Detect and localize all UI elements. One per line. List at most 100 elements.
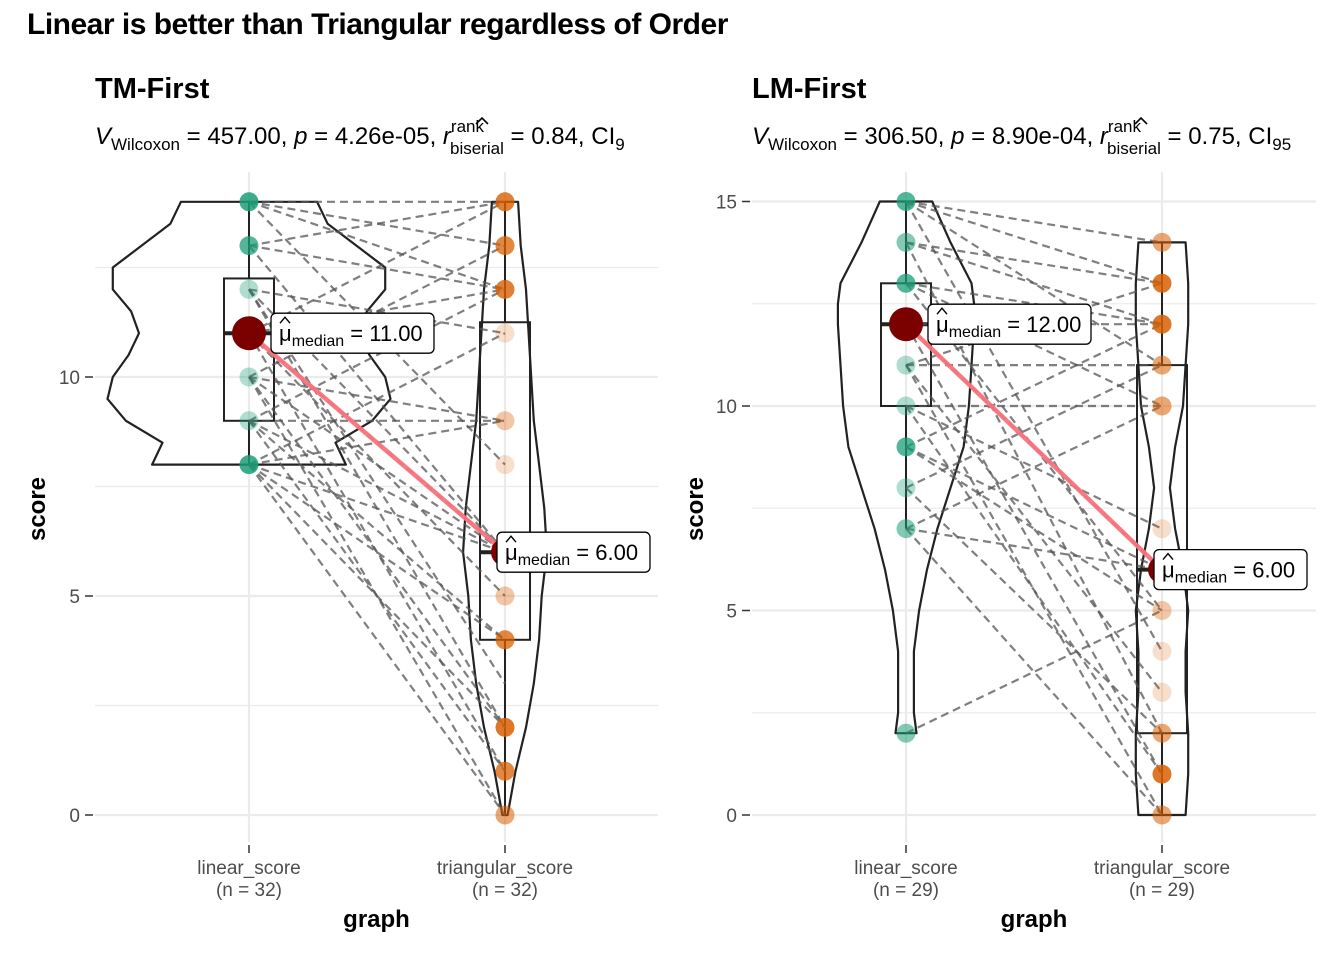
x-tick-label: triangular_score — [437, 858, 573, 879]
p-value: 8.90e-04 — [992, 123, 1087, 150]
paired-line — [905, 282, 1163, 326]
x-tick-label: triangular_score — [1094, 858, 1230, 879]
median-value: = 12.00 — [1001, 312, 1081, 337]
paired-line — [248, 288, 506, 335]
equals-sign: = — [180, 123, 207, 150]
mu-subscript: median — [1175, 570, 1227, 587]
violin-outline-triangular — [1134, 241, 1190, 817]
data-point — [239, 411, 259, 431]
median-label: μmedian = 12.00 — [927, 303, 1092, 345]
figure-title: Linear is better than Triangular regardl… — [27, 8, 728, 41]
paired-line — [248, 463, 506, 729]
ci-subscript: 9 — [615, 135, 624, 154]
data-point — [1152, 601, 1172, 620]
violin-outline-linear — [836, 200, 976, 735]
median-label-text: μmedian = 12.00 — [936, 312, 1081, 341]
y-axis-label: score — [682, 477, 709, 541]
data-point — [495, 192, 515, 212]
paired-line — [248, 200, 506, 335]
paired-line — [905, 241, 1163, 285]
paired-line — [248, 375, 506, 422]
data-point — [1152, 396, 1172, 416]
y-tick-label: 5 — [726, 602, 737, 623]
paired-lines — [905, 200, 1163, 816]
violin-outline-triangular — [462, 200, 548, 817]
equals-sign: = — [307, 123, 334, 150]
data-point — [495, 717, 515, 737]
mu-symbol: μ — [279, 321, 292, 346]
comma: , — [578, 123, 591, 150]
paired-line — [905, 241, 1163, 326]
effect-subscript: biserial — [450, 139, 504, 158]
stat-value: 457.00 — [207, 123, 280, 150]
x-tick-n-label: (n = 32) — [472, 880, 538, 901]
grid — [752, 172, 1316, 842]
data-point — [239, 236, 259, 256]
data-point — [495, 411, 515, 431]
mu-hat — [1162, 552, 1174, 561]
data-point — [896, 723, 916, 743]
effect-value: 0.84 — [531, 123, 578, 150]
paired-line — [905, 200, 1163, 652]
data-point — [896, 355, 916, 375]
data-point — [239, 367, 259, 387]
p-symbol: p — [293, 123, 307, 150]
p-symbol: p — [950, 123, 964, 150]
median-value: = 6.00 — [1227, 558, 1295, 583]
effect-superscript: rank — [1108, 117, 1142, 136]
stat-value: 306.50 — [864, 123, 937, 150]
mu-subscript: median — [949, 324, 1001, 341]
panel-title: LM-First — [752, 73, 867, 105]
data-point — [1152, 314, 1172, 334]
ci-subscript: 95 — [1272, 135, 1291, 154]
data-point — [1152, 805, 1172, 825]
paired-line — [905, 200, 1163, 285]
median-label-box — [270, 312, 435, 354]
paired-line — [905, 323, 1163, 775]
mu-subscript: median — [518, 552, 570, 569]
data-point — [896, 192, 916, 211]
effect-hat — [475, 116, 489, 125]
paired-line — [248, 376, 506, 729]
data-point — [239, 192, 259, 212]
median-label-box — [927, 303, 1092, 345]
paired-line — [248, 332, 506, 597]
mu-hat — [936, 307, 948, 315]
median-connect-line — [904, 322, 1164, 572]
x-tick-label: linear_score — [854, 858, 958, 879]
comma: , — [281, 123, 294, 150]
data-point — [896, 232, 916, 252]
panel-lm-first: LM-First VWilcoxon = 306.50, p = 8.90e-04… — [682, 73, 1316, 933]
data-point — [896, 396, 916, 416]
data-point — [495, 630, 515, 650]
paired-line — [248, 419, 506, 554]
median-value: = 11.00 — [344, 321, 423, 346]
paired-line — [248, 332, 506, 466]
data-point — [896, 478, 916, 498]
median-label-text: μmedian = 11.00 — [279, 321, 423, 350]
data-point — [495, 236, 515, 256]
equals-sign: = — [504, 123, 531, 150]
median-label-box — [1153, 548, 1308, 591]
data-point — [896, 273, 916, 293]
paired-line — [905, 323, 1163, 448]
mu-symbol: μ — [505, 540, 518, 565]
paired-line — [905, 200, 1163, 367]
median-label: μmedian = 11.00 — [270, 312, 435, 354]
mu-subscript: median — [292, 333, 344, 350]
mu-hat — [505, 535, 517, 543]
mu-symbol: μ — [1162, 558, 1175, 583]
stat-subscript: Wilcoxon — [768, 135, 837, 154]
median-connect-line — [247, 331, 507, 554]
paired-line — [905, 405, 1163, 775]
points-linear — [896, 192, 916, 743]
x-axis-label: graph — [1001, 906, 1068, 933]
violin-outline-linear — [106, 200, 392, 466]
data-point — [495, 761, 515, 781]
data-point — [495, 586, 515, 606]
data-point — [1152, 355, 1172, 375]
x-tick-label: linear_score — [197, 858, 301, 879]
ci-label: CI — [1248, 123, 1272, 150]
data-point — [495, 455, 515, 475]
mu-symbol: μ — [936, 312, 949, 337]
